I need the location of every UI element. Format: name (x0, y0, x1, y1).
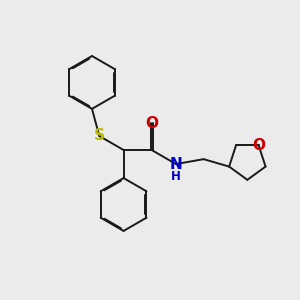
Text: O: O (252, 138, 265, 153)
Text: S: S (94, 128, 105, 143)
Text: N: N (169, 157, 182, 172)
Text: H: H (171, 170, 181, 183)
Text: O: O (145, 116, 158, 131)
